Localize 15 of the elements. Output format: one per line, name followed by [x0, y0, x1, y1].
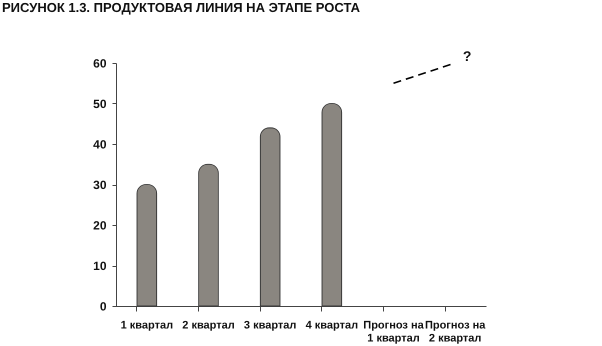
- y-tick-label: 20: [93, 218, 107, 232]
- y-tick-label: 30: [93, 178, 107, 192]
- x-tick-label: 3 квартал: [244, 320, 296, 332]
- y-tick-label: 50: [93, 97, 107, 111]
- x-tick-label: 1 квартал: [120, 320, 174, 332]
- chart-title: РИСУНОК 1.3. ПРОДУКТОВАЯ ЛИНИЯ НА ЭТАПЕ РОСТА: [2, 0, 360, 15]
- y-tick-label: 0: [100, 300, 107, 314]
- x-tick-label: 4 квартал: [306, 320, 358, 332]
- annotation: ?: [462, 48, 472, 64]
- y-tick-label: 10: [93, 259, 107, 273]
- x-tick-label: 2 квартал: [182, 320, 235, 332]
- x-tick-label: Прогноз на 2 квартал: [424, 320, 486, 344]
- y-tick-label: 40: [93, 138, 107, 152]
- y-tick-label: 60: [93, 56, 107, 70]
- x-tick-label: Прогноз на 1 квартал: [363, 320, 425, 344]
